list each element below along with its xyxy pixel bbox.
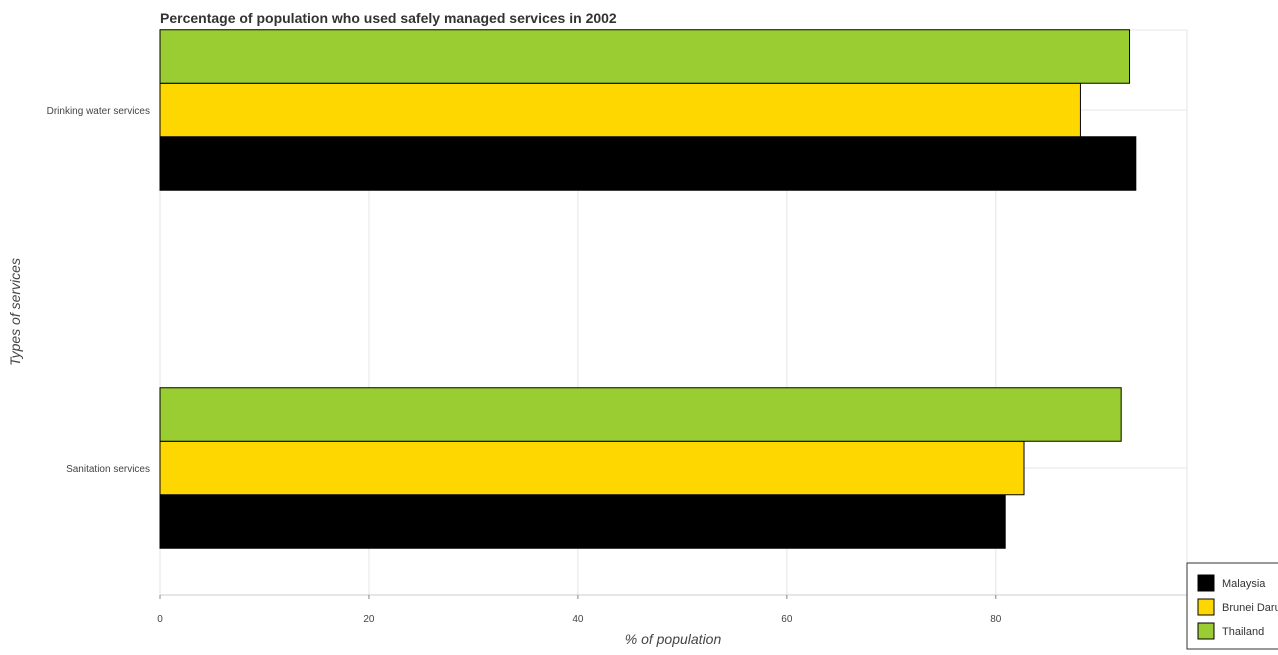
legend-swatch xyxy=(1197,574,1215,592)
x-tick-label: 60 xyxy=(781,614,793,625)
chart-title: Percentage of population who used safely… xyxy=(160,10,617,26)
bar xyxy=(159,82,1081,138)
x-tick-label: 0 xyxy=(157,614,163,625)
x-tick-label: 40 xyxy=(572,614,584,625)
bar xyxy=(159,440,1025,496)
bar xyxy=(159,29,1131,84)
legend-label: Thailand xyxy=(1222,626,1264,638)
legend-label: Malaysia xyxy=(1222,578,1266,590)
legend-swatch xyxy=(1197,622,1215,640)
y-axis: Drinking water services Sanitation servic… xyxy=(47,106,150,475)
bars xyxy=(159,29,1137,549)
bar xyxy=(159,136,1137,191)
x-tick-label: 20 xyxy=(363,614,375,625)
x-tick-label: 80 xyxy=(990,614,1002,625)
y-tick-label: Drinking water services xyxy=(47,106,150,117)
legend-swatch xyxy=(1197,598,1215,616)
legend-label: Brunei Darussalam xyxy=(1222,602,1278,614)
x-axis: 0 20 40 60 80 xyxy=(157,594,1187,625)
bar xyxy=(159,494,1006,549)
y-tick-label: Sanitation services xyxy=(66,464,150,475)
bar xyxy=(159,387,1122,442)
y-axis-label: Types of services xyxy=(7,258,23,366)
x-axis-label: % of population xyxy=(625,631,722,647)
legend: Malaysia Brunei Darussalam Thailand xyxy=(1186,562,1278,650)
